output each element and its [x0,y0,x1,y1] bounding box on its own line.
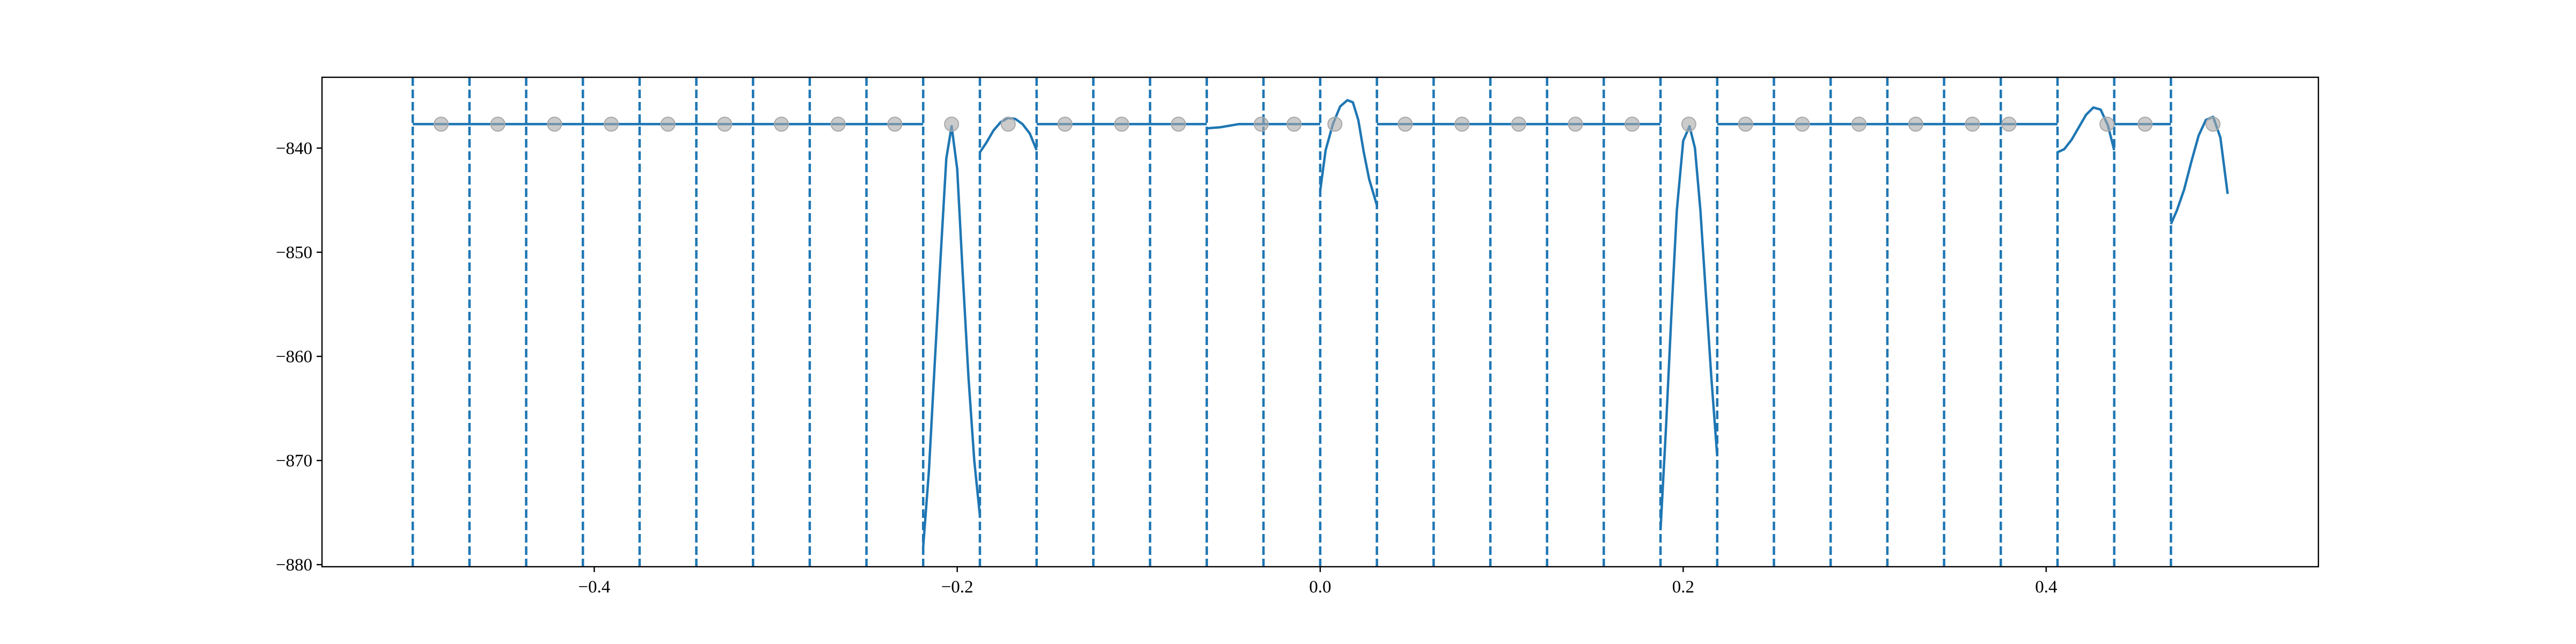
marker-point-16 [1327,116,1343,132]
marker-point-8 [887,116,903,132]
line-segment-11 [2170,115,2229,225]
marker-point-7 [830,116,846,132]
marker-point-4 [660,116,676,132]
marker-point-14 [1254,116,1269,132]
y-tick-label-3: −870 [276,451,312,471]
y-tick-label-1: −850 [276,243,312,262]
marker-point-1 [490,116,506,132]
line-segment-5 [1319,99,1378,206]
marker-point-15 [1286,116,1302,132]
line-segment-4 [1206,123,1320,130]
y-tick-label-2: −860 [276,347,312,367]
marker-point-17 [1397,116,1413,132]
vertical-dashed-lines [411,77,2172,567]
y-tick-label-0: −840 [276,139,312,158]
marker-point-30 [2138,116,2153,132]
marker-point-2 [547,116,562,132]
marker-point-13 [1170,116,1186,132]
marker-point-31 [2205,116,2221,132]
marker-point-9 [944,116,960,132]
marker-point-24 [1795,116,1810,132]
marker-point-26 [1908,116,1923,132]
x-tick-label-4: 0.4 [2035,577,2057,597]
x-tick-label-1: −0.2 [941,577,974,597]
marker-point-21 [1624,116,1640,132]
marker-point-20 [1568,116,1583,132]
marker-point-27 [1965,116,1980,132]
marker-point-23 [1738,116,1753,132]
marker-point-29 [2099,116,2115,132]
marker-point-22 [1681,116,1696,132]
series-markers [433,116,2221,132]
x-tick-label-3: 0.2 [1672,577,1694,597]
marker-point-0 [433,116,449,132]
marker-point-10 [1000,116,1016,132]
marker-point-6 [774,116,789,132]
marker-point-25 [1851,116,1867,132]
marker-point-28 [2001,116,2017,132]
marker-point-3 [603,116,619,132]
marker-point-12 [1114,116,1130,132]
y-tick-label-4: −880 [276,555,312,575]
x-tick-label-2: 0.0 [1309,577,1331,597]
x-tick-label-0: −0.4 [578,577,610,597]
x-axis-ticks: −0.4 −0.2 0.0 0.2 0.4 [578,567,2057,597]
y-axis-ticks: −840 −850 −860 −870 −880 [276,139,322,575]
marker-point-5 [717,116,733,132]
marker-point-11 [1057,116,1073,132]
marker-point-19 [1511,116,1526,132]
marker-point-18 [1454,116,1470,132]
